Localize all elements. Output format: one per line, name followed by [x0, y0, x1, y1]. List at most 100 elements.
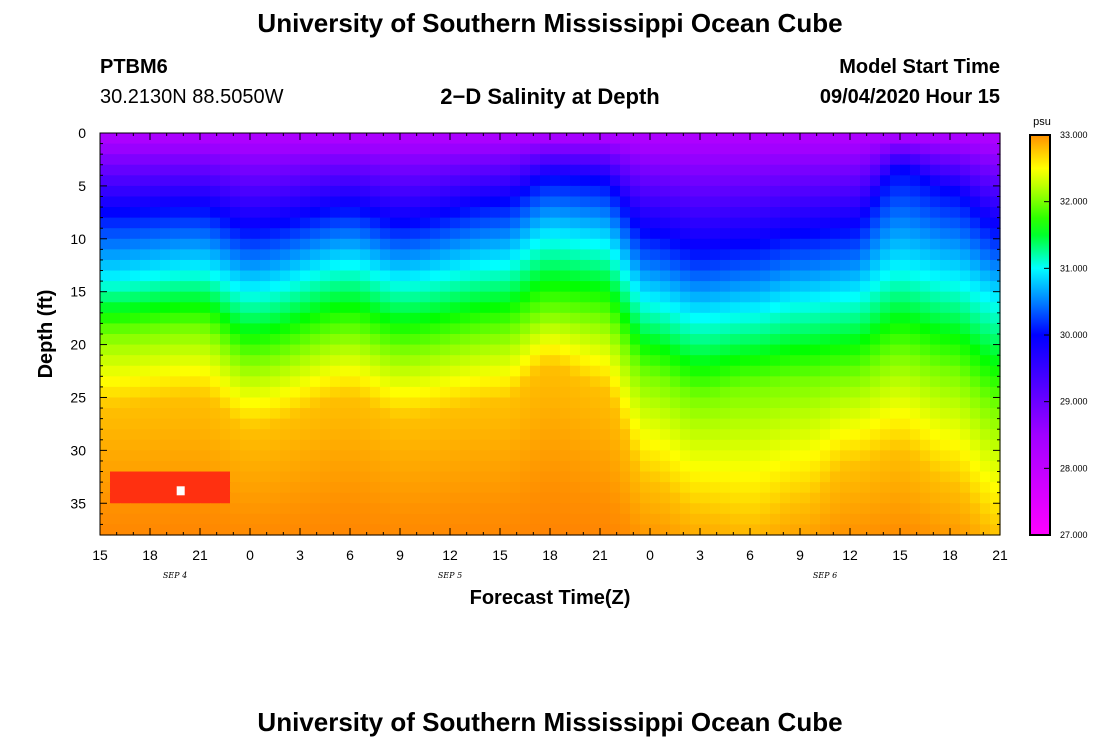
- heatmap-cell: [120, 513, 131, 526]
- heatmap-cell: [690, 270, 701, 282]
- heatmap-cell: [750, 524, 761, 536]
- heatmap-cell: [600, 217, 611, 229]
- colorbar: psu 33.00032.00031.00030.00029.00028.000…: [1029, 116, 1088, 540]
- heatmap-cell: [850, 270, 861, 282]
- heatmap-cell: [300, 503, 311, 515]
- heatmap-cell: [690, 281, 701, 293]
- heatmap-cell: [440, 259, 451, 272]
- heatmap-cell: [210, 270, 221, 282]
- heatmap-cell: [800, 281, 811, 293]
- heatmap-cell: [140, 344, 151, 356]
- heatmap-cell: [400, 334, 411, 346]
- heatmap-cell: [150, 259, 161, 272]
- heatmap-cell: [390, 482, 401, 494]
- heatmap-cell: [700, 482, 711, 494]
- heatmap-cell: [900, 334, 911, 346]
- heatmap-cell: [930, 397, 941, 409]
- heatmap-cell: [750, 334, 761, 346]
- heatmap-cell: [500, 450, 511, 462]
- heatmap-cell: [610, 302, 621, 314]
- heatmap-cell: [530, 143, 541, 155]
- heatmap-cell: [120, 270, 131, 282]
- heatmap-cell: [370, 185, 381, 198]
- heatmap-cell: [410, 386, 421, 399]
- heatmap-cell: [690, 196, 701, 208]
- heatmap-cell: [260, 270, 271, 282]
- heatmap-cell: [990, 376, 1001, 388]
- heatmap-cell: [610, 259, 621, 272]
- heatmap-cell: [780, 185, 791, 198]
- heatmap-cell: [370, 492, 381, 504]
- heatmap-cell: [840, 175, 851, 187]
- heatmap-cell: [310, 259, 321, 272]
- heatmap-cell: [580, 291, 591, 303]
- heatmap-cell: [760, 365, 771, 377]
- heatmap-cell: [890, 429, 901, 441]
- heatmap-cell: [110, 397, 121, 409]
- heatmap-cell: [720, 164, 731, 176]
- heatmap-cell: [660, 439, 671, 451]
- heatmap-cell: [570, 238, 581, 250]
- heatmap-cell: [110, 270, 121, 282]
- heatmap-cell: [790, 513, 801, 526]
- heatmap-cell: [590, 196, 601, 208]
- heatmap-cell: [980, 238, 991, 250]
- heatmap-cell: [830, 291, 841, 303]
- heatmap-cell: [640, 513, 651, 526]
- heatmap-cell: [900, 376, 911, 388]
- heatmap-cell: [270, 408, 281, 420]
- heatmap-cell: [430, 249, 441, 261]
- heatmap-cell: [220, 164, 231, 176]
- heatmap-cell: [210, 450, 221, 462]
- heatmap-cell: [800, 503, 811, 515]
- heatmap-cell: [510, 228, 521, 240]
- heatmap-cell: [450, 471, 461, 483]
- heatmap-cell: [340, 482, 351, 494]
- date-label: SEP 6: [813, 571, 837, 580]
- heatmap-cell: [940, 281, 951, 293]
- heatmap-cell: [940, 439, 951, 451]
- heatmap-cell: [680, 482, 691, 494]
- heatmap-cell: [270, 503, 281, 515]
- heatmap-cell: [780, 460, 791, 473]
- heatmap-cell: [910, 429, 921, 441]
- y-tick-label: 5: [78, 178, 86, 194]
- heatmap-cell: [560, 355, 571, 367]
- heatmap-cell: [280, 513, 291, 526]
- heatmap-cell: [460, 196, 471, 208]
- heatmap-cell: [500, 291, 511, 303]
- heatmap-cell: [740, 524, 751, 536]
- heatmap-cell: [760, 386, 771, 399]
- heatmap-cell: [270, 270, 281, 282]
- heatmap-cell: [770, 492, 781, 504]
- heatmap-cell: [550, 185, 561, 198]
- heatmap-cell: [940, 133, 951, 145]
- heatmap-cell: [650, 259, 661, 272]
- heatmap-cell: [450, 143, 461, 155]
- heatmap-cell: [800, 418, 811, 430]
- heatmap-cell: [940, 450, 951, 462]
- heatmap-cell: [420, 460, 431, 473]
- heatmap-cell: [870, 323, 881, 335]
- heatmap-cell: [410, 143, 421, 155]
- heatmap-cell: [170, 397, 181, 409]
- heatmap-cell: [440, 207, 451, 219]
- heatmap-cell: [430, 513, 441, 526]
- heatmap-cell: [930, 355, 941, 367]
- heatmap-cell: [970, 249, 981, 261]
- heatmap-cell: [820, 482, 831, 494]
- heatmap-cell: [790, 175, 801, 187]
- heatmap-cell: [640, 460, 651, 473]
- heatmap-cell: [380, 460, 391, 473]
- heatmap-cell: [790, 291, 801, 303]
- heatmap-cell: [290, 164, 301, 176]
- heatmap-cell: [850, 334, 861, 346]
- heatmap-cell: [220, 249, 231, 261]
- heatmap-cell: [900, 386, 911, 399]
- heatmap-cell: [270, 450, 281, 462]
- heatmap-cell: [180, 492, 191, 504]
- heatmap-cell: [440, 460, 451, 473]
- heatmap-cell: [740, 450, 751, 462]
- heatmap-cell: [160, 143, 171, 155]
- heatmap-cell: [440, 397, 451, 409]
